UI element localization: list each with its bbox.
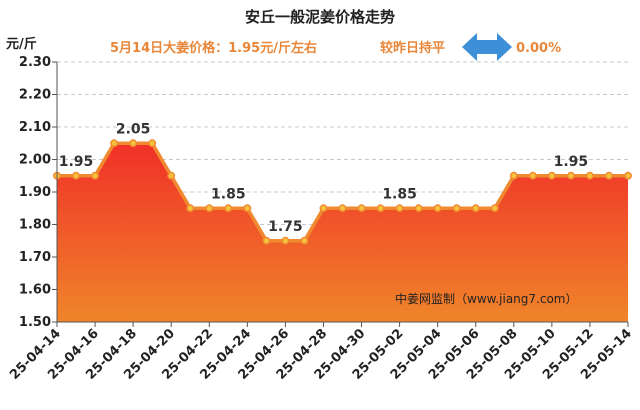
data-point (490, 204, 499, 213)
data-point (471, 204, 480, 213)
data-point (528, 171, 537, 180)
data-point (243, 204, 252, 213)
data-point (566, 171, 575, 180)
y-unit-label: 元/斤 (6, 36, 37, 52)
watermark: 中姜网监制（www.jiang7.com） (395, 291, 577, 306)
y-tick-label: 2.00 (19, 153, 51, 168)
data-point (262, 236, 271, 245)
y-tick-label: 1.80 (19, 218, 51, 233)
y-tick-label: 2.20 (19, 88, 51, 103)
data-point (433, 204, 442, 213)
data-point (91, 171, 100, 180)
data-point (414, 204, 423, 213)
data-point (376, 204, 385, 213)
data-point (281, 236, 290, 245)
data-point (605, 171, 613, 180)
data-point (624, 171, 632, 180)
data-point (585, 171, 594, 180)
data-point (205, 204, 214, 213)
data-label: 1.85 (211, 186, 246, 202)
data-labels: 1.95 2.05 1.85 1.75 1.85 1.95 (59, 121, 588, 235)
data-label: 1.95 (59, 154, 94, 170)
area-fill (57, 143, 628, 322)
data-label: 1.85 (382, 186, 417, 202)
data-label: 2.05 (116, 121, 151, 137)
data-point (357, 204, 366, 213)
y-tick-label: 2.10 (19, 120, 51, 135)
data-point (224, 204, 233, 213)
x-axis-ticks: 25-04-1425-04-1625-04-1825-04-2025-04-22… (7, 322, 635, 383)
y-tick-label: 1.60 (19, 283, 51, 298)
data-point (148, 139, 157, 148)
data-point (319, 204, 328, 213)
data-label: 1.95 (554, 154, 589, 170)
axes (56, 62, 628, 323)
change-percent: 0.00% (516, 41, 561, 56)
data-point (110, 139, 119, 148)
data-point (509, 171, 518, 180)
y-tick-label: 1.70 (19, 250, 51, 265)
compare-text: 较昨日持平 (380, 40, 445, 56)
data-point (129, 139, 138, 148)
data-label: 1.75 (268, 219, 303, 235)
data-point (186, 204, 195, 213)
data-point (547, 171, 556, 180)
data-point (395, 204, 404, 213)
y-tick-label: 2.30 (19, 55, 51, 70)
data-point (167, 171, 176, 180)
data-point (300, 236, 309, 245)
price-summary: 5月14日大姜价格：1.95元/斤左右 (110, 40, 317, 56)
double-arrow-icon (462, 33, 512, 61)
data-point (338, 204, 347, 213)
chart-title: 安丘一般泥姜价格走势 (245, 8, 395, 26)
data-point (72, 171, 80, 180)
y-tick-label: 1.50 (19, 315, 51, 330)
data-point (452, 204, 461, 213)
y-axis-ticks: 1.50 1.60 1.70 1.80 1.90 2.00 2.10 2.20 2.30 (19, 55, 57, 330)
y-tick-label: 1.90 (19, 185, 51, 200)
